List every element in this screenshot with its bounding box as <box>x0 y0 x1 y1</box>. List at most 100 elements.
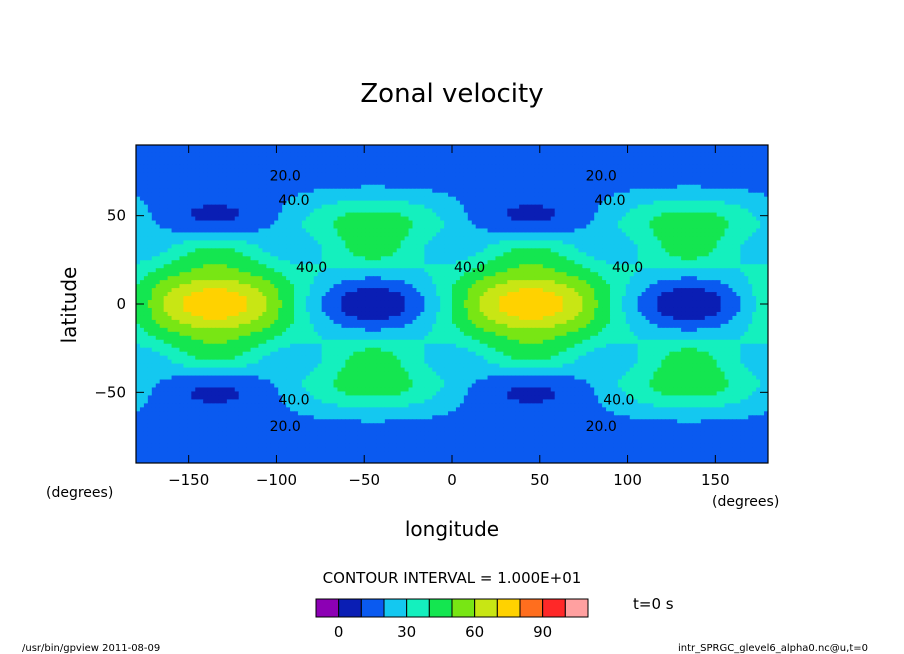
field-cell <box>179 168 184 174</box>
plot-area: 20.040.020.040.040.0 40.0 40.040.020.040.0… <box>135 144 769 464</box>
field-cell <box>748 200 753 206</box>
field-cell <box>163 204 169 210</box>
field-cell <box>412 172 418 178</box>
field-cell <box>744 148 749 154</box>
field-cell <box>155 156 161 162</box>
field-cell <box>203 164 208 170</box>
field-cell <box>388 192 394 198</box>
field-cell <box>199 260 204 265</box>
field-cell <box>625 220 631 226</box>
field-cell <box>621 232 627 238</box>
field-cell <box>329 212 335 218</box>
field-cell <box>199 252 204 257</box>
field-cell <box>258 184 263 190</box>
field-cell <box>503 256 508 261</box>
field-cell <box>483 224 489 230</box>
field-cell <box>159 204 165 210</box>
field-cell <box>380 168 386 174</box>
field-cell <box>558 152 564 158</box>
field-cell <box>708 188 714 194</box>
field-cell <box>155 220 161 226</box>
field-cell <box>625 252 631 257</box>
field-cell <box>673 204 678 210</box>
field-cell <box>392 172 398 178</box>
field-cell <box>444 244 449 249</box>
field-cell <box>262 256 267 261</box>
field-cell <box>606 232 611 238</box>
field-cell <box>301 232 307 238</box>
field-cell <box>309 208 315 214</box>
field-cell <box>159 228 165 234</box>
field-cell <box>218 148 224 154</box>
field-cell <box>218 224 224 230</box>
field-cell <box>195 172 200 178</box>
field-cell <box>305 148 311 154</box>
field-cell <box>724 196 730 202</box>
field-cell <box>313 236 319 242</box>
field-cell <box>523 224 528 230</box>
field-cell <box>764 152 768 158</box>
field-cell <box>262 240 267 245</box>
field-cell <box>562 148 568 154</box>
field-cell <box>645 208 651 214</box>
field-cell <box>724 244 730 249</box>
field-cell <box>384 212 390 218</box>
field-cell <box>151 145 157 150</box>
field-cell <box>448 192 453 198</box>
field-cell <box>436 152 441 158</box>
field-cell <box>681 264 686 269</box>
field-cell <box>475 196 481 202</box>
field-cell <box>215 188 220 194</box>
field-cell <box>665 176 670 182</box>
field-cell <box>503 200 508 206</box>
field-cell <box>661 168 666 174</box>
field-cell <box>242 232 248 238</box>
field-cell <box>598 236 603 242</box>
field-cell <box>507 180 512 186</box>
field-cell <box>440 188 445 194</box>
field-cell <box>250 260 256 265</box>
field-cell <box>147 208 153 214</box>
field-cell <box>692 204 698 210</box>
field-cell <box>653 252 658 257</box>
field-cell <box>645 240 651 245</box>
field-cell <box>218 256 224 261</box>
field-cell <box>748 204 753 210</box>
field-cell <box>732 240 737 245</box>
field-cell <box>459 156 465 162</box>
field-cell <box>586 200 591 206</box>
field-cell <box>740 260 745 265</box>
field-cell <box>266 244 271 249</box>
field-cell <box>266 224 271 230</box>
field-cell <box>681 184 686 190</box>
field-cell <box>503 204 508 210</box>
field-cell <box>262 188 267 194</box>
field-cell <box>436 248 441 253</box>
field-cell <box>432 172 437 178</box>
field-cell <box>155 216 161 222</box>
field-cell <box>471 252 477 257</box>
field-cell <box>629 200 635 206</box>
field-cell <box>167 160 173 166</box>
field-cell <box>317 232 323 238</box>
field-cell <box>191 156 196 162</box>
field-cell <box>424 180 429 186</box>
field-cell <box>230 260 236 265</box>
field-cell <box>203 244 208 249</box>
field-cell <box>606 212 611 218</box>
field-cell <box>641 220 647 226</box>
field-cell <box>515 200 520 206</box>
field-cell <box>479 160 485 166</box>
field-cell <box>696 256 702 261</box>
field-cell <box>542 228 548 234</box>
field-cell <box>613 228 619 234</box>
field-cell <box>369 160 374 166</box>
field-cell <box>341 204 346 210</box>
field-cell <box>677 180 682 186</box>
field-cell <box>641 184 647 190</box>
field-cell <box>167 212 173 218</box>
field-cell <box>444 224 449 230</box>
field-cell <box>511 212 516 218</box>
field-cell <box>487 228 493 234</box>
field-cell <box>598 196 603 202</box>
